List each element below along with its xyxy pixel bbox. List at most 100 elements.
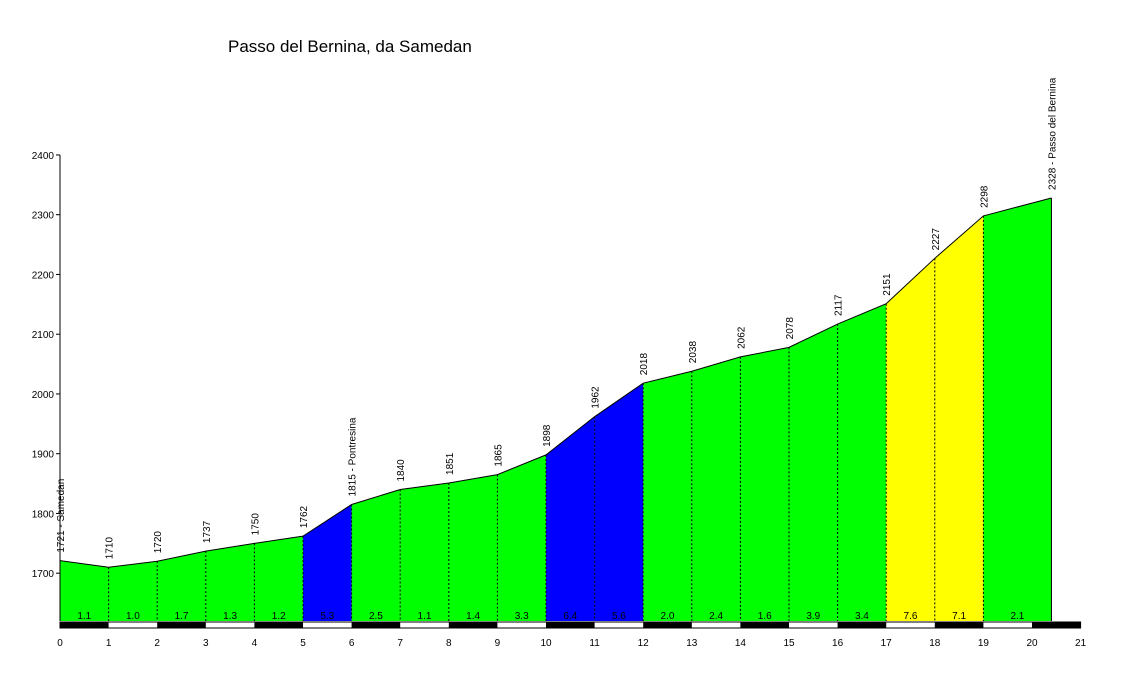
y-tick-label-2400: 2400 [32,151,55,162]
gradient-label-11: 6.4 [563,611,577,622]
gradient-label-19: 7.1 [952,611,966,622]
x-tick-label-17: 17 [881,638,893,649]
elevation-label-1: 1721 - Samedan [56,479,67,553]
distance-bar-block-20 [1032,622,1081,628]
gradient-label-6: 5.3 [320,611,334,622]
profile-segment-17 [837,303,887,621]
gradient-label-8: 1.1 [418,611,432,622]
gradient-labels: 1.1 1.0 1.7 1.3 1.2 5.3 2.5 1.1 1.4 3.3 6.4 5.6 2.0 2… [77,611,1024,622]
profile-segment-1 [60,560,109,621]
profile-segment-12 [594,383,644,621]
gradient-label-12: 5.6 [612,611,626,622]
gradient-label-2: 1.0 [126,611,140,622]
elevation-label-9: 1851 [445,452,456,475]
profile-segment-15 [740,347,789,621]
gradient-label-17: 3.4 [855,611,869,622]
profile-segment-2 [108,561,158,621]
y-tick-label-1800: 1800 [32,509,55,520]
profile-segment-11 [546,416,595,621]
profile-areas [59,197,1052,621]
gradient-label-3: 1.7 [175,611,189,622]
elevation-label-4: 1737 [202,520,213,543]
gradient-label-9: 1.4 [466,611,480,622]
gradient-label-18: 7.6 [904,611,918,622]
profile-segment-4 [205,543,255,621]
distance-bar-block-12 [643,622,692,628]
y-tick-label-2200: 2200 [32,270,55,281]
profile-segment-19 [934,215,984,621]
profile-segment-9 [448,474,498,621]
x-tick-label-10: 10 [540,638,552,649]
elevation-labels: 1721 - Samedan 1710 1720 1737 1750 1762 1815 -… [56,77,1058,559]
x-tick-label-13: 13 [686,638,698,649]
x-tick-label-16: 16 [832,638,844,649]
profile-segment-13 [643,371,692,621]
elevation-label-16: 2078 [785,317,796,340]
y-tick-label-2300: 2300 [32,211,55,222]
y-tick-label-2000: 2000 [32,390,55,401]
gradient-label-5: 1.2 [272,611,286,622]
distance-bar-block-18 [934,622,984,628]
gradient-label-10: 3.3 [515,611,529,622]
profile-segment-3 [157,551,206,621]
x-tick-label-5: 5 [300,638,306,649]
elevation-label-7: 1815 - Pontresina [348,417,359,496]
distance-bar-block-4 [254,622,303,628]
distance-bar-block-10 [546,622,595,628]
elevation-label-5: 1750 [250,513,261,536]
gradient-label-15: 1.6 [758,611,772,622]
elevation-label-2: 1710 [105,537,116,560]
x-tick-label-7: 7 [397,638,403,649]
profile-segment-7 [351,489,401,621]
profile-segment-20 [983,197,1052,621]
chart-title: Passo del Bernina, da Samedan [228,37,472,56]
gradient-label-1: 1.1 [77,611,91,622]
elevation-label-3: 1720 [153,531,164,554]
elevation-label-13: 2018 [639,353,650,376]
x-tick-label-1: 1 [106,638,112,649]
distance-bar-block-2 [157,622,206,628]
gradient-label-4: 1.3 [223,611,237,622]
gradient-label-16: 3.9 [806,611,820,622]
elevation-label-12: 1962 [591,386,602,409]
gradient-label-14: 2.4 [709,611,723,622]
elevation-label-21: 2328 - Passo del Bernina [1047,77,1058,190]
y-tick-label-1700: 1700 [32,569,55,580]
profile-segment-18 [886,258,935,621]
x-tick-label-21: 21 [1075,638,1087,649]
x-tick-label-6: 6 [349,638,355,649]
profile-segment-6 [303,504,352,621]
elevation-label-18: 2151 [882,273,893,296]
x-tick-label-9: 9 [495,638,501,649]
distance-bar-block-6 [351,622,401,628]
x-tick-label-18: 18 [929,638,941,649]
x-tick-label-19: 19 [978,638,990,649]
elevation-label-17: 2117 [834,294,845,316]
y-tick-label-1900: 1900 [32,450,55,461]
profile-segment-14 [691,356,741,621]
elevation-label-20: 2298 [979,185,990,208]
distance-bar-block-8 [448,622,498,628]
gradient-label-13: 2.0 [661,611,675,622]
x-tick-label-12: 12 [638,638,650,649]
x-tick-label-11: 11 [589,638,600,649]
y-tick-label-2100: 2100 [32,330,55,341]
elevation-label-15: 2062 [736,326,747,349]
profile-segment-5 [254,536,303,621]
distance-bar-block-14 [740,622,789,628]
gradient-label-7: 2.5 [369,611,383,622]
x-tick-label-2: 2 [154,638,160,649]
profile-segment-10 [497,454,546,621]
profile-segment-8 [400,482,449,621]
x-tick-label-14: 14 [735,638,747,649]
km-dividers [108,197,1052,621]
elevation-label-6: 1762 [299,505,310,528]
x-tick-label-3: 3 [203,638,209,649]
x-tick-label-8: 8 [446,638,452,649]
elevation-label-14: 2038 [688,341,699,364]
x-tick-label-4: 4 [252,638,258,649]
x-tick-label-0: 0 [57,638,63,649]
elevation-label-10: 1865 [493,444,504,467]
elevation-label-8: 1840 [396,459,407,482]
